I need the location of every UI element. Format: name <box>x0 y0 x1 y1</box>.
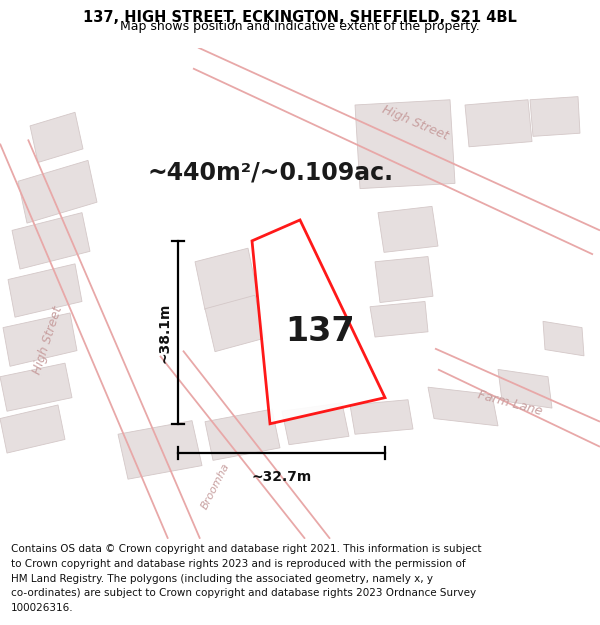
Text: Broomha: Broomha <box>199 462 231 511</box>
Text: ~32.7m: ~32.7m <box>251 470 311 484</box>
Polygon shape <box>350 400 413 434</box>
Text: 137: 137 <box>285 314 355 348</box>
Polygon shape <box>378 206 438 252</box>
Polygon shape <box>0 363 72 411</box>
Text: HM Land Registry. The polygons (including the associated geometry, namely x, y: HM Land Registry. The polygons (includin… <box>11 574 433 584</box>
Polygon shape <box>205 409 280 461</box>
Polygon shape <box>18 161 97 223</box>
Polygon shape <box>8 264 82 317</box>
Text: to Crown copyright and database rights 2023 and is reproduced with the permissio: to Crown copyright and database rights 2… <box>11 559 466 569</box>
Polygon shape <box>118 421 202 479</box>
Polygon shape <box>498 369 552 408</box>
Text: High Street: High Street <box>31 304 65 376</box>
Polygon shape <box>0 405 65 453</box>
Text: 100026316.: 100026316. <box>11 603 73 613</box>
Text: ~440m²/~0.109ac.: ~440m²/~0.109ac. <box>147 161 393 185</box>
Text: Contains OS data © Crown copyright and database right 2021. This information is : Contains OS data © Crown copyright and d… <box>11 544 481 554</box>
Polygon shape <box>30 112 83 162</box>
Polygon shape <box>205 295 265 352</box>
Polygon shape <box>428 388 498 426</box>
Text: co-ordinates) are subject to Crown copyright and database rights 2023 Ordnance S: co-ordinates) are subject to Crown copyr… <box>11 588 476 598</box>
Polygon shape <box>370 301 428 337</box>
Polygon shape <box>12 213 90 269</box>
Polygon shape <box>252 220 385 424</box>
Polygon shape <box>465 100 532 147</box>
Polygon shape <box>195 248 258 310</box>
Polygon shape <box>530 97 580 136</box>
Text: 137, HIGH STREET, ECKINGTON, SHEFFIELD, S21 4BL: 137, HIGH STREET, ECKINGTON, SHEFFIELD, … <box>83 11 517 26</box>
Text: Map shows position and indicative extent of the property.: Map shows position and indicative extent… <box>120 20 480 33</box>
Text: ~38.1m: ~38.1m <box>157 302 171 362</box>
Polygon shape <box>355 100 455 189</box>
Polygon shape <box>543 321 584 356</box>
Text: High Street: High Street <box>380 103 450 142</box>
Polygon shape <box>3 313 77 366</box>
Polygon shape <box>282 403 349 444</box>
Polygon shape <box>375 256 433 302</box>
Text: Farm Lane: Farm Lane <box>476 388 544 418</box>
